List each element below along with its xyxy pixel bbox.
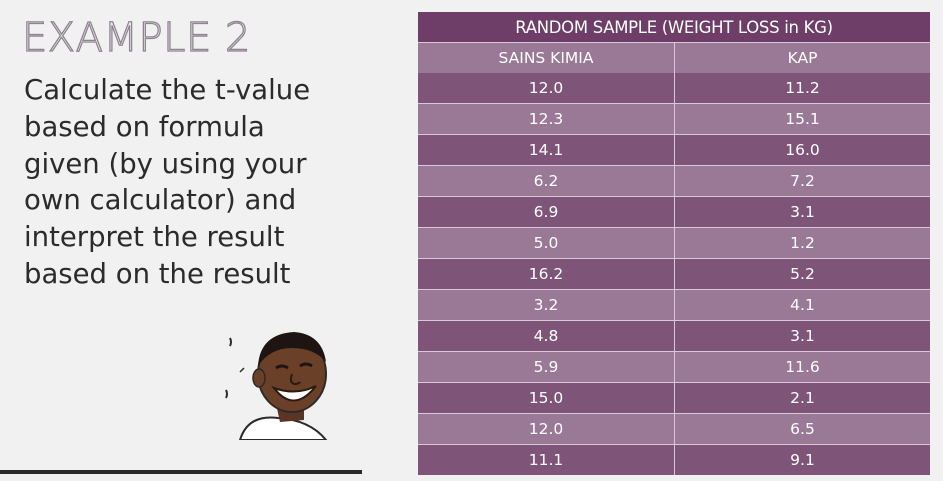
table-row: 12.0 11.2 bbox=[418, 73, 930, 104]
table-row: 14.1 16.0 bbox=[418, 134, 930, 166]
table-cell: 3.1 bbox=[674, 196, 930, 228]
table-cell: 12.0 bbox=[418, 73, 675, 104]
instruction-line: own calculator) and bbox=[24, 184, 297, 217]
table-cell: 15.0 bbox=[418, 382, 675, 414]
table-cell: 16.2 bbox=[418, 258, 675, 290]
table-row: 6.9 3.1 bbox=[418, 196, 930, 228]
table-cell: 15.1 bbox=[674, 103, 930, 135]
smiling-man-illustration bbox=[225, 332, 328, 440]
slide-title: EXAMPLE 2 bbox=[21, 14, 251, 61]
weight-loss-table-container: RANDOM SAMPLE (WEIGHT LOSS in KG) SAINS … bbox=[418, 12, 930, 475]
table-cell: 11.2 bbox=[674, 73, 930, 104]
table-cell: 6.5 bbox=[674, 413, 930, 445]
table-row: 3.2 4.1 bbox=[418, 289, 930, 321]
table-row: 16.2 5.2 bbox=[418, 258, 930, 290]
table-cell: 11.6 bbox=[674, 351, 930, 383]
table-row: 12.3 15.1 bbox=[418, 103, 930, 135]
table-cell: 3.1 bbox=[674, 320, 930, 352]
weight-loss-table: RANDOM SAMPLE (WEIGHT LOSS in KG) SAINS … bbox=[418, 12, 930, 475]
instruction-line: Calculate the t-value bbox=[24, 74, 311, 106]
table-cell: 14.1 bbox=[418, 134, 675, 166]
table-cell: 9.1 bbox=[674, 444, 930, 475]
table-cell: 5.9 bbox=[418, 351, 675, 383]
instruction-line: based on formula bbox=[24, 110, 265, 143]
table-row: 5.9 11.6 bbox=[418, 351, 930, 383]
instruction-line: based on the result bbox=[24, 257, 291, 290]
instruction-text: Calculate the t-value based on formula g… bbox=[24, 72, 354, 293]
table-cell: 6.2 bbox=[418, 165, 675, 197]
table-cell: 12.0 bbox=[418, 413, 675, 445]
table-row: 4.8 3.1 bbox=[418, 320, 930, 352]
instruction-line: interpret the result bbox=[24, 221, 285, 254]
table-cell: 11.1 bbox=[418, 444, 675, 475]
table-cell: 3.2 bbox=[418, 289, 675, 321]
table-cell: 7.2 bbox=[674, 165, 930, 197]
table-row: 6.2 7.2 bbox=[418, 165, 930, 197]
table-cell: 5.0 bbox=[418, 227, 675, 259]
table-cell: 12.3 bbox=[418, 103, 675, 135]
table-row: 12.0 6.5 bbox=[418, 413, 930, 445]
table-row: 15.0 2.1 bbox=[418, 382, 930, 414]
divider-line bbox=[0, 470, 362, 474]
table-cell: 16.0 bbox=[674, 134, 930, 166]
table-cell: 4.8 bbox=[418, 320, 675, 352]
table-cell: 5.2 bbox=[674, 258, 930, 290]
table-cell: 4.1 bbox=[674, 289, 930, 321]
column-header-kap: KAP bbox=[674, 42, 930, 73]
instruction-line: given (by using your bbox=[24, 147, 307, 180]
table-caption: RANDOM SAMPLE (WEIGHT LOSS in KG) bbox=[418, 12, 930, 43]
table-cell: 1.2 bbox=[674, 227, 930, 259]
table-row: 5.0 1.2 bbox=[418, 227, 930, 259]
column-header-sains-kimia: SAINS KIMIA bbox=[418, 42, 675, 73]
table-row: 11.1 9.1 bbox=[418, 444, 930, 475]
table-cell: 2.1 bbox=[674, 382, 930, 414]
table-cell: 6.9 bbox=[418, 196, 675, 228]
